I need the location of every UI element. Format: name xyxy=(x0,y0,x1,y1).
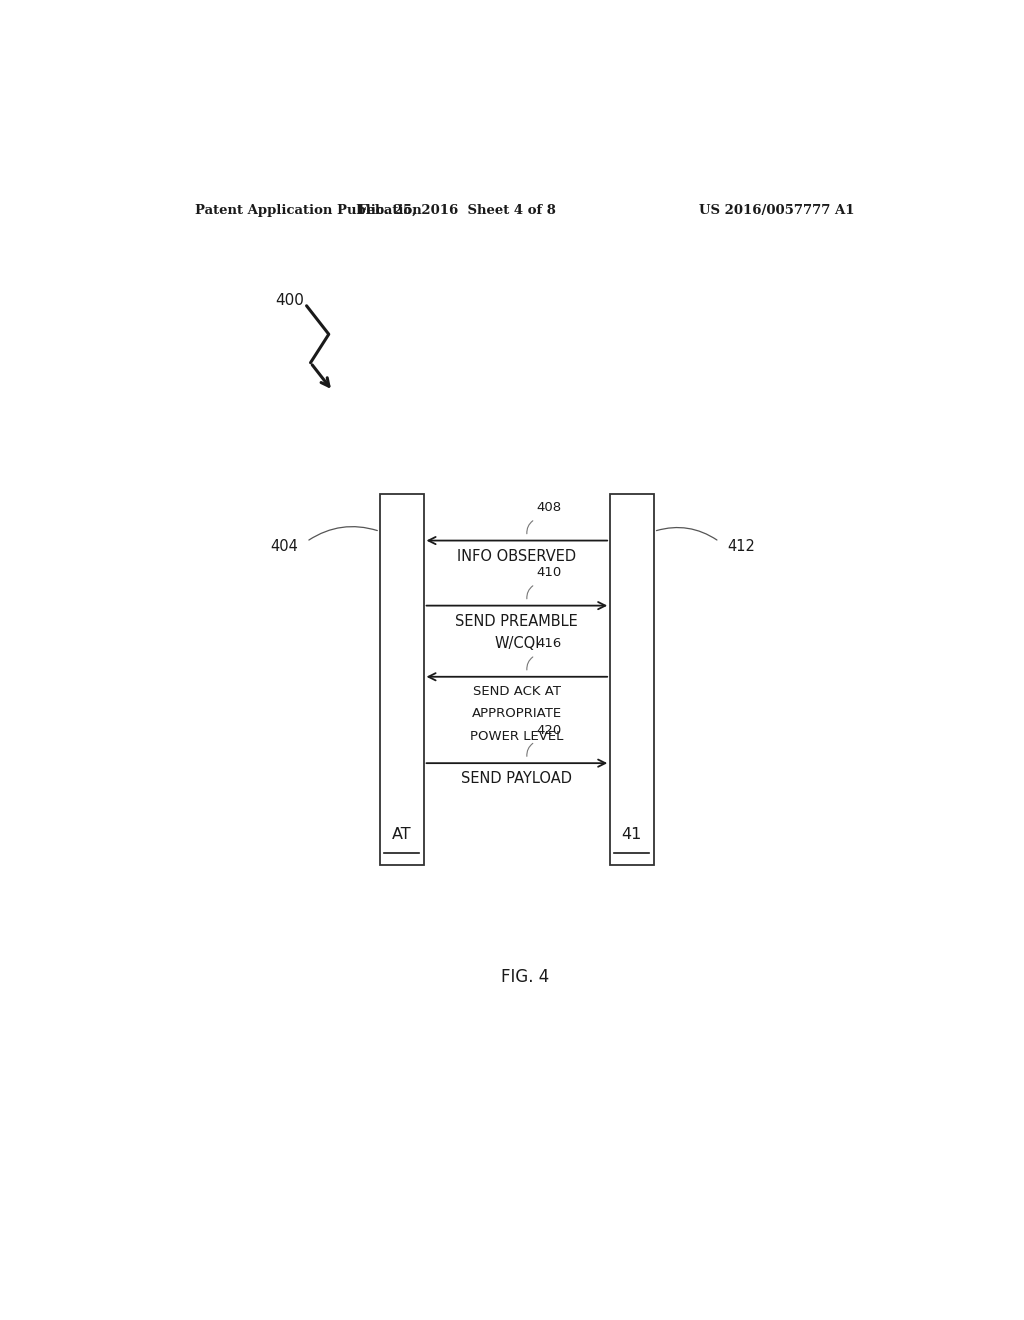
Text: 404: 404 xyxy=(270,539,299,554)
Text: 41: 41 xyxy=(622,826,642,842)
Text: 410: 410 xyxy=(537,566,562,579)
Text: APPROPRIATE: APPROPRIATE xyxy=(472,708,562,721)
Text: SEND PAYLOAD: SEND PAYLOAD xyxy=(462,771,572,787)
Text: 416: 416 xyxy=(537,638,562,651)
Text: SEND PREAMBLE: SEND PREAMBLE xyxy=(456,614,579,628)
Text: US 2016/0057777 A1: US 2016/0057777 A1 xyxy=(698,205,854,216)
Text: 408: 408 xyxy=(537,502,562,515)
Text: POWER LEVEL: POWER LEVEL xyxy=(470,730,563,743)
Text: 412: 412 xyxy=(727,539,755,554)
Text: Feb. 25, 2016  Sheet 4 of 8: Feb. 25, 2016 Sheet 4 of 8 xyxy=(358,205,556,216)
Text: INFO OBSERVED: INFO OBSERVED xyxy=(458,549,577,564)
Text: Patent Application Publication: Patent Application Publication xyxy=(196,205,422,216)
Text: AT: AT xyxy=(392,826,412,842)
Text: FIG. 4: FIG. 4 xyxy=(501,968,549,986)
Bar xyxy=(610,494,653,865)
Bar xyxy=(380,494,424,865)
Text: 420: 420 xyxy=(537,723,562,737)
Text: W/CQI: W/CQI xyxy=(495,636,540,651)
Text: SEND ACK AT: SEND ACK AT xyxy=(473,685,561,698)
Text: 400: 400 xyxy=(274,293,304,308)
